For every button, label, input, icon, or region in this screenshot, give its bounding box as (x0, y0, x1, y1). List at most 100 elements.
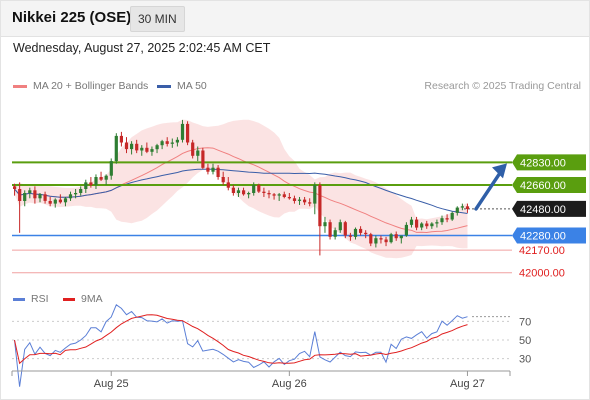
candle-body (119, 135, 123, 143)
candle (124, 137, 129, 154)
candle (23, 190, 27, 207)
rsi-tick-label: 30 (519, 354, 531, 366)
candle (394, 231, 398, 241)
candle (33, 186, 37, 204)
candle-body (201, 150, 205, 168)
legend-rsi-ma: 9MA (63, 293, 103, 305)
candle (430, 222, 434, 229)
candle (48, 196, 52, 207)
candle (318, 182, 322, 256)
candle-body (231, 187, 235, 193)
candle-body (242, 190, 246, 195)
candle-body (277, 194, 281, 196)
candle-body (53, 199, 57, 204)
time-axis: Aug 25 Aug 26 Aug 27 (11, 370, 511, 390)
candle (415, 216, 419, 231)
candle (150, 146, 154, 156)
candle (425, 220, 429, 229)
candle (165, 137, 169, 147)
candle-body (303, 199, 307, 203)
candle (460, 203, 464, 211)
chart-header: Nikkei 225 (OSE) 30 MIN (0, 0, 590, 37)
candle (68, 191, 73, 201)
candle (135, 139, 139, 154)
instrument-title: Nikkei 225 (OSE) (12, 9, 132, 26)
candle (262, 187, 266, 197)
candle-body (353, 228, 358, 237)
candle (221, 171, 225, 186)
candle (216, 165, 220, 180)
candle-body (38, 194, 42, 199)
candle (180, 119, 185, 143)
level-tag-bg (512, 154, 586, 171)
candle-body (186, 123, 190, 143)
arrow-head (492, 163, 507, 179)
time-axis-label: Aug 26 (272, 378, 307, 390)
candle-body (394, 234, 398, 239)
level-tag-bg (512, 200, 586, 217)
candle (450, 211, 454, 221)
candle (226, 177, 230, 191)
candle (94, 174, 98, 189)
candle-body (465, 206, 470, 209)
candle-body (124, 142, 129, 150)
candle-body (379, 238, 383, 240)
candle-body (359, 228, 363, 233)
level-tags-layer: 42830.00 42660.00 42480.00 42280.00 42170.00… (512, 154, 586, 280)
candle-body (155, 145, 159, 150)
time-axis-label: Aug 27 (450, 378, 485, 390)
rsi-tick-label: 70 (519, 316, 531, 328)
level-tag-weak-support: 42000.00 (519, 268, 565, 280)
candle (145, 142, 149, 154)
time-axis-label: Aug 25 (94, 378, 129, 390)
candle-body (445, 218, 449, 220)
candle-body (318, 185, 322, 227)
candle-body (409, 219, 414, 225)
candle (297, 196, 302, 205)
candle-body (333, 230, 337, 237)
candle-body (221, 177, 225, 183)
candle-body (348, 235, 352, 237)
candle (38, 192, 42, 203)
candle-body (257, 185, 261, 192)
candle (369, 232, 373, 247)
ma20-label: MA 20 + Bollinger Bands (33, 80, 149, 92)
candle (445, 214, 449, 223)
candle-body (282, 194, 286, 197)
candle (79, 186, 83, 196)
candle-body (415, 219, 419, 228)
candle (292, 195, 297, 204)
candle (353, 227, 358, 240)
candle (308, 198, 312, 207)
candle (114, 133, 118, 164)
candle (119, 131, 123, 147)
candle (53, 198, 57, 208)
interval-selector-button[interactable]: 30 MIN (130, 6, 185, 32)
level-tag-bg (512, 227, 586, 244)
candle-body (216, 167, 220, 177)
level-label: 42170.00 (519, 245, 565, 257)
candle-body (28, 190, 32, 193)
rsi-panel: 70 50 30 (12, 304, 531, 387)
rsi-ma-swatch (63, 297, 75, 301)
candle (58, 194, 62, 204)
candle (236, 187, 241, 197)
candle-body (79, 189, 83, 193)
level-label: 42830.00 (520, 157, 566, 169)
candle (374, 235, 378, 248)
candle (323, 216, 327, 233)
candle-body (18, 189, 22, 201)
candle (155, 143, 159, 154)
candle-body (292, 198, 297, 201)
candle (104, 174, 108, 186)
candle-body (58, 199, 62, 203)
candle-body (13, 186, 17, 189)
candle (206, 163, 210, 175)
candle-body (114, 135, 118, 162)
legend-ma20: MA 20 + Bollinger Bands (13, 80, 148, 92)
ma50-swatch (157, 84, 171, 88)
candle-body (435, 222, 439, 224)
rsi-ma-label: 9MA (81, 293, 103, 305)
candle-body (145, 147, 149, 152)
